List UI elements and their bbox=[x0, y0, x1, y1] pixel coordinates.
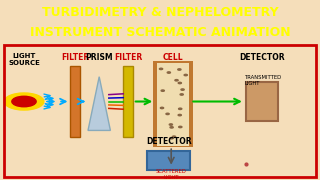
Circle shape bbox=[184, 74, 187, 76]
FancyBboxPatch shape bbox=[157, 63, 189, 146]
FancyBboxPatch shape bbox=[123, 66, 133, 137]
Text: DETECTOR: DETECTOR bbox=[146, 137, 192, 146]
Circle shape bbox=[175, 80, 178, 81]
Circle shape bbox=[4, 93, 44, 110]
Text: TURBIDIMETRY & NEPHELOMETRY: TURBIDIMETRY & NEPHELOMETRY bbox=[42, 6, 278, 19]
Circle shape bbox=[178, 114, 181, 116]
Circle shape bbox=[180, 94, 183, 95]
Circle shape bbox=[170, 127, 173, 128]
Circle shape bbox=[172, 136, 176, 137]
Circle shape bbox=[179, 108, 182, 109]
Circle shape bbox=[179, 126, 182, 128]
Circle shape bbox=[166, 113, 169, 115]
FancyBboxPatch shape bbox=[147, 151, 190, 170]
FancyBboxPatch shape bbox=[70, 66, 80, 137]
Circle shape bbox=[181, 89, 184, 90]
Circle shape bbox=[12, 96, 36, 107]
Polygon shape bbox=[88, 77, 110, 130]
Text: CELL: CELL bbox=[163, 53, 183, 62]
Circle shape bbox=[167, 72, 171, 73]
Text: SCATTERED
LIGHT: SCATTERED LIGHT bbox=[156, 169, 187, 180]
Circle shape bbox=[178, 69, 181, 70]
FancyBboxPatch shape bbox=[153, 61, 193, 147]
Text: TRANSMITTED
LIGHT: TRANSMITTED LIGHT bbox=[245, 75, 282, 86]
Circle shape bbox=[178, 82, 181, 84]
Text: INSTRUMENT SCHEMATIC ANIMATION: INSTRUMENT SCHEMATIC ANIMATION bbox=[30, 26, 290, 39]
Circle shape bbox=[159, 68, 163, 70]
Circle shape bbox=[161, 90, 164, 91]
Text: DETECTOR: DETECTOR bbox=[240, 53, 285, 62]
FancyBboxPatch shape bbox=[246, 82, 278, 121]
Text: FILTER: FILTER bbox=[61, 53, 89, 62]
Circle shape bbox=[169, 124, 172, 125]
Text: FILTER: FILTER bbox=[114, 53, 142, 62]
Circle shape bbox=[160, 107, 164, 109]
Text: LIGHT
SOURCE: LIGHT SOURCE bbox=[8, 53, 40, 66]
Circle shape bbox=[170, 138, 173, 139]
Text: PRISM: PRISM bbox=[85, 53, 113, 62]
